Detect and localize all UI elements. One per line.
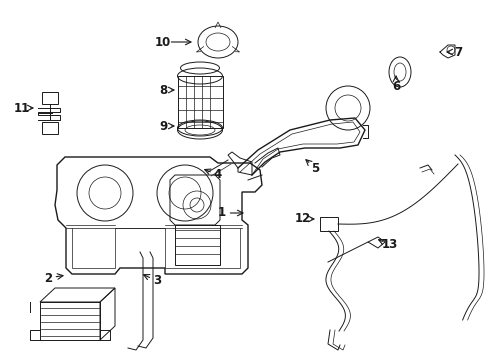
Text: 6: 6 xyxy=(391,81,399,94)
Text: 8: 8 xyxy=(159,84,167,96)
Bar xyxy=(42,92,58,104)
Bar xyxy=(319,217,337,231)
Bar xyxy=(42,122,58,134)
Text: 11: 11 xyxy=(14,102,30,114)
Text: 2: 2 xyxy=(44,271,52,284)
Text: 9: 9 xyxy=(159,120,167,132)
Text: 1: 1 xyxy=(218,207,225,220)
Text: 12: 12 xyxy=(294,212,310,225)
Text: 10: 10 xyxy=(155,36,171,49)
Text: 4: 4 xyxy=(213,168,222,181)
Text: 13: 13 xyxy=(381,238,397,252)
Text: 7: 7 xyxy=(453,45,461,58)
Text: 5: 5 xyxy=(310,162,319,175)
Text: 3: 3 xyxy=(153,274,161,288)
